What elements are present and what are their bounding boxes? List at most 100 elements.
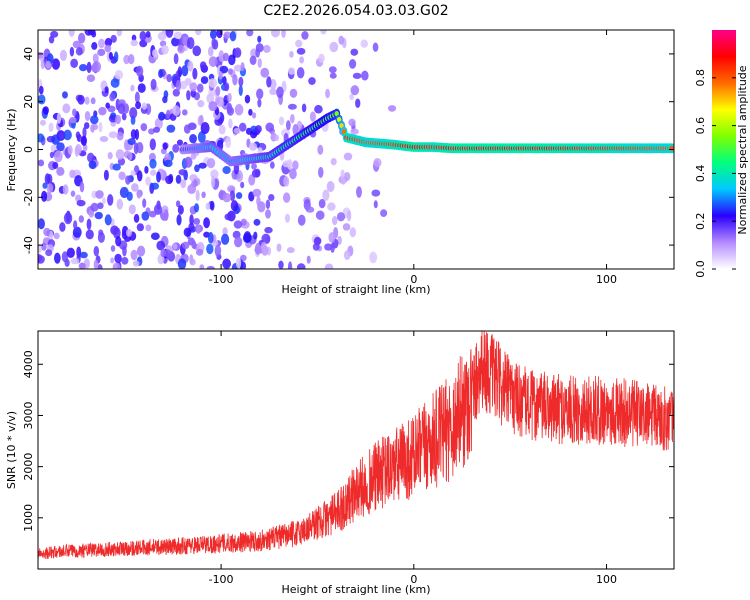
spectrogram-noise-cell <box>233 47 242 58</box>
spectrogram-noise-cell <box>229 190 236 202</box>
spectrogram-noise-cell <box>320 30 327 35</box>
spectrogram-noise-cell <box>127 53 135 65</box>
spectrogram-noise-cell <box>348 59 357 69</box>
spectrogram-noise-cell <box>48 35 55 44</box>
spectrogram-noise-cell <box>218 124 226 135</box>
spectrogram-noise-cell <box>225 136 232 149</box>
spectrogram-noise-cell <box>264 226 273 234</box>
spectrogram-noise-cell <box>356 186 362 198</box>
spectrogram-noise-cell <box>153 204 163 215</box>
spectrogram-noise-cell <box>252 188 262 197</box>
colorbar-tick-label: 0.2 <box>694 212 707 230</box>
spectrogram-noise-cell <box>244 94 251 104</box>
spectrogram-noise-cell <box>223 82 230 92</box>
spectrogram-noise-cell <box>342 223 351 231</box>
spectrogram-noise-cell <box>45 60 52 69</box>
spectrogram-noise-cell <box>42 182 48 189</box>
spectrogram-noise-cell <box>77 94 85 105</box>
spectrogram-noise-cell <box>309 111 316 122</box>
spectrogram-noise-cell <box>350 128 359 135</box>
spectrogram-noise-cell <box>101 197 106 205</box>
spectrogram-noise-cell <box>235 257 242 269</box>
snr-x-label: Height of straight line (km) <box>281 583 430 596</box>
spectrogram-noise-cell <box>133 213 140 223</box>
spectrogram-noise-cell <box>94 211 103 220</box>
spectrogram-noise-cell <box>52 161 59 170</box>
spectrogram-noise-cell <box>162 142 168 150</box>
spectrogram-noise-cell <box>266 76 272 88</box>
spectrogram-noise-cell <box>281 30 286 38</box>
spectrogram-noise-cell <box>218 71 223 80</box>
spectrogram-noise-cell <box>156 240 166 251</box>
spectrogram-noise-cell <box>201 191 206 199</box>
spectrogram-noise-cell <box>278 260 284 269</box>
spectrogram-noise-cell <box>209 30 217 40</box>
spectrogram-noise-cell <box>67 145 73 155</box>
spectrogram-noise-cell <box>108 131 118 139</box>
spectrogram-noise-cell <box>62 91 68 99</box>
snr-series-line <box>38 331 674 560</box>
spectrogram-noise-cell <box>136 223 144 232</box>
spectrogram-x-label: Height of straight line (km) <box>281 283 430 296</box>
spectrogram-noise-cell <box>166 124 176 133</box>
spectrogram-noise-cell <box>156 171 161 183</box>
figure-title: C2E2.2026.054.03.03.G02 <box>263 3 448 19</box>
spectrogram-noise-cell <box>130 84 135 92</box>
spectrogram-noise-cell <box>343 152 353 161</box>
spectrogram-noise-cell <box>193 203 200 213</box>
spectrogram-noise-cell <box>104 86 109 94</box>
snr-frame <box>37 330 675 570</box>
spectrogram-noise-cell <box>214 244 222 257</box>
spectrogram-noise-cell <box>227 68 233 75</box>
spectrogram-noise-cell <box>168 173 174 183</box>
spectrogram-noise-cell <box>248 174 256 186</box>
spectrogram-noise-cell <box>38 159 45 167</box>
spectrogram-noise-cell <box>110 245 116 252</box>
spectrogram-noise-cell <box>222 52 229 62</box>
spectrogram-noise-cell <box>387 105 397 112</box>
spectrogram-noise-cell <box>265 199 271 210</box>
spectrogram-ytick-label: -20 <box>22 188 35 206</box>
spectrogram-noise-cell <box>327 202 336 211</box>
spectrogram-xtick-label: -100 <box>209 273 234 286</box>
spectrogram-noise-cell <box>207 231 214 244</box>
spectrogram-noise-cell <box>199 114 204 126</box>
spectrogram-noise-cell <box>318 53 325 63</box>
spectrogram-noise-cell <box>260 67 270 78</box>
spectrogram-noise-cell <box>90 202 99 212</box>
spectrogram-noise-cell <box>352 72 362 79</box>
spectrogram-noise-cell <box>274 134 280 142</box>
spectrogram-noise-cell <box>132 260 140 267</box>
spectrogram-noise-cell <box>324 263 334 269</box>
spectrogram-noise-cell <box>121 256 129 265</box>
spectrogram-noise-cell <box>70 58 79 68</box>
spectrogram-noise-cell <box>45 249 53 257</box>
spectrogram-noise-cell <box>86 61 92 74</box>
spectrogram-noise-cell <box>257 98 262 108</box>
spectrogram-noise-cell <box>116 30 123 37</box>
spectrogram-noise-cell <box>350 85 360 96</box>
spectrogram-noise-cell <box>80 135 87 147</box>
spectrogram-noise-cell <box>177 204 184 215</box>
spectrogram-noise-cell <box>209 200 215 211</box>
spectrogram-noise-cell <box>152 49 158 58</box>
spectrogram-noise-cell <box>84 110 91 122</box>
spectrogram-noise-cell <box>141 211 150 221</box>
spectrogram-noise-cell <box>40 119 46 126</box>
spectrogram-noise-cell <box>105 102 110 109</box>
spectrogram-noise-cell <box>107 194 114 206</box>
spectrogram-noise-cell <box>38 255 45 264</box>
spectrogram-noise-cell <box>97 48 106 57</box>
spectrogram-noise-cell <box>93 259 99 269</box>
spectrogram-noise-cell <box>289 168 297 180</box>
spectrogram-noise-cell <box>215 86 221 96</box>
spectrogram-noise-cell <box>317 144 324 155</box>
spectrogram-noise-cell <box>150 78 157 91</box>
spectrogram-noise-cell <box>196 83 204 93</box>
spectrogram-noise-cell <box>238 84 243 97</box>
spectrogram-noise-cell <box>179 80 188 90</box>
spectrogram-noise-cell <box>145 224 152 232</box>
spectrogram-noise-cell <box>186 90 191 101</box>
spectrogram-noise-cell <box>49 151 55 159</box>
